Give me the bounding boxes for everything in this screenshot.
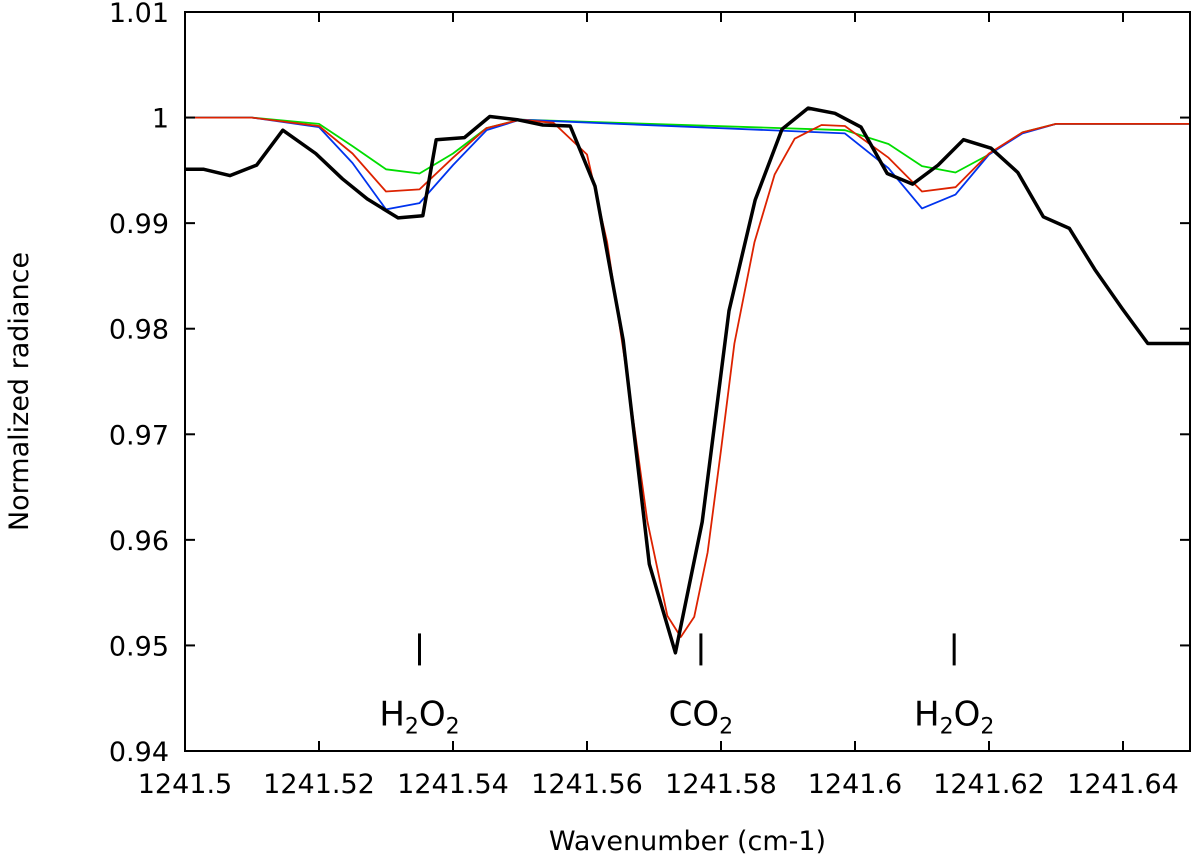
annotation-layer: H2O2 CO2 H2O2 [379, 633, 994, 739]
y-tick-label-0: 0.94 [109, 737, 169, 768]
x-tick-label-2: 1241.54 [397, 769, 509, 800]
x-tick-label-4: 1241.58 [665, 769, 777, 800]
y-tick-label-3: 0.97 [109, 420, 169, 451]
annotation-label-0: H2O2 [379, 694, 459, 739]
y-tick-label-2: 0.96 [109, 526, 169, 557]
y-tick-label-5: 0.99 [109, 209, 169, 240]
plot-frame [184, 11, 1191, 752]
annotation-label-2: H2O2 [914, 694, 994, 739]
y-axis-title: Normalized radiance [4, 252, 35, 531]
series-line-2 [185, 116, 1190, 211]
y-tick-label-6: 1 [152, 104, 169, 135]
x-tick-label-3: 1241.56 [531, 769, 643, 800]
series-layer [185, 106, 1190, 655]
x-tick-label-7: 1241.64 [1067, 769, 1179, 800]
ticks-layer: 1241.5 1241.52 1241.54 1241.56 1241.58 1241.6… [109, 0, 1190, 800]
x-tick-label-1: 1241.52 [263, 769, 375, 800]
x-axis-title: Wavenumber (cm-1) [549, 826, 826, 857]
y-tick-label-7: 1.01 [109, 0, 169, 29]
x-tick-label-6: 1241.62 [933, 769, 1045, 800]
y-tick-label-1: 0.95 [109, 631, 169, 662]
series-line-3 [185, 116, 1190, 638]
y-tick-label-4: 0.98 [109, 315, 169, 346]
x-tick-label-5: 1241.6 [808, 769, 902, 800]
annotation-label-1: CO2 [669, 694, 734, 739]
x-tick-label-0: 1241.5 [138, 769, 232, 800]
series-line-0 [185, 106, 1190, 655]
